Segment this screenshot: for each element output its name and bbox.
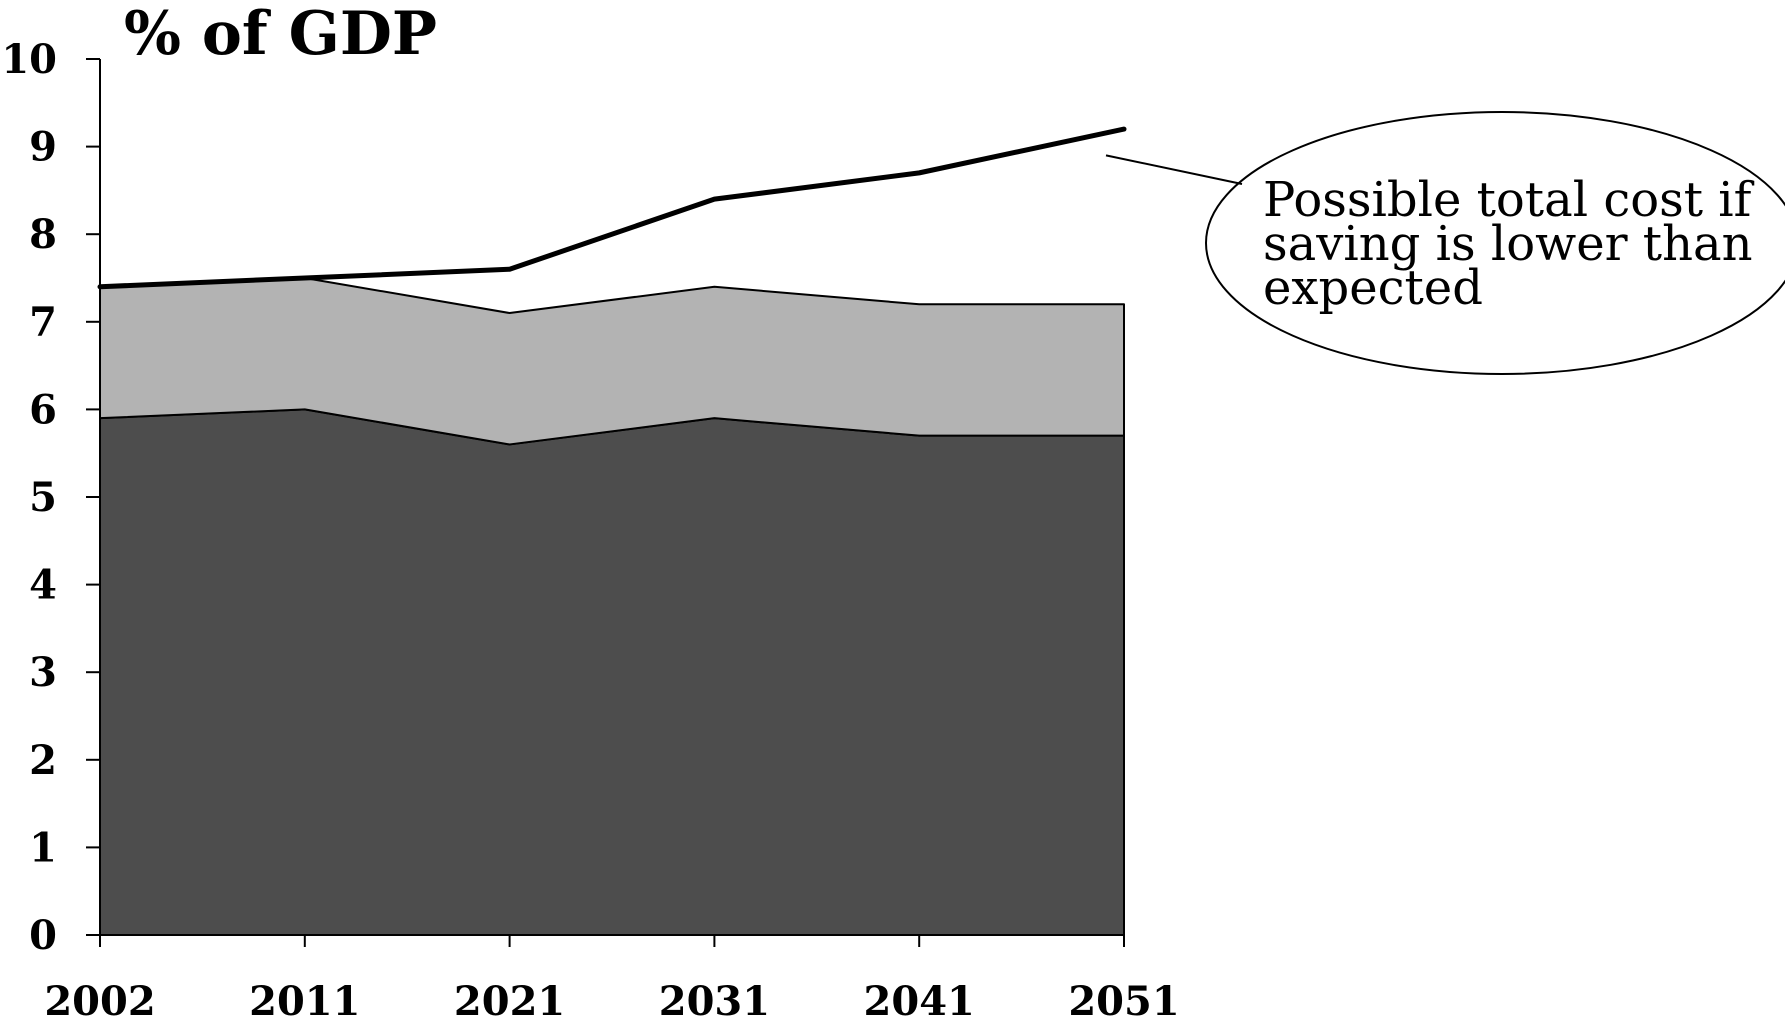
line-layer — [97, 126, 1127, 290]
area-series-0 — [99, 408, 1125, 936]
x-tick-label-2051: 2051 — [1068, 978, 1179, 1023]
x-tick-label-2041: 2041 — [864, 978, 975, 1023]
axes-layer — [86, 58, 1125, 947]
y-tick-label-6: 6 — [29, 386, 57, 433]
annotation-pointer-0 — [1105, 154, 1243, 185]
annotation-text-line-0: Possible total cost if — [1263, 172, 1755, 228]
y-tick-label-4: 4 — [29, 562, 57, 609]
area-layer — [99, 277, 1125, 936]
y-tick-label-5: 5 — [29, 474, 57, 521]
y-tick-label-0: 0 — [29, 912, 57, 959]
tick-label-layer: 0 1 2 3 4 5 6 7 8 9 10 2002 2011 2021 2031 2041 2051 — [1, 36, 1179, 1025]
y-tick-label-3: 3 — [29, 649, 57, 696]
x-tick-label-2011: 2011 — [249, 978, 360, 1023]
annotation-text-line-2: expected — [1263, 260, 1483, 316]
y-tick-label-2: 2 — [29, 737, 57, 784]
line-series-2 — [97, 126, 1127, 290]
y-tick-label-1: 1 — [29, 824, 57, 871]
x-tick-label-2021: 2021 — [454, 978, 565, 1023]
annotation-text-line-1: saving is lower than — [1263, 216, 1753, 272]
chart-title: % of GDP — [124, 0, 437, 69]
y-tick-label-10: 10 — [1, 36, 57, 83]
area-series-1 — [99, 277, 1125, 446]
y-tick-label-8: 8 — [29, 211, 57, 258]
annotation-bubble-0 — [1205, 111, 1785, 375]
x-tick-label-2002: 2002 — [44, 978, 155, 1023]
y-tick-label-9: 9 — [29, 124, 57, 171]
x-tick-label-2031: 2031 — [659, 978, 770, 1023]
y-tick-label-7: 7 — [29, 299, 57, 346]
